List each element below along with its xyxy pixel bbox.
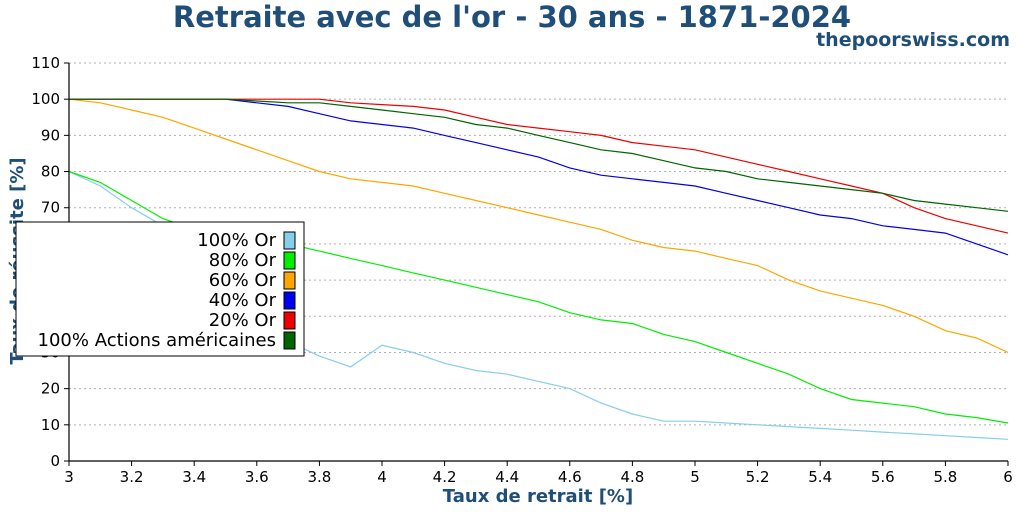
- y-tick-label: 110: [31, 54, 60, 72]
- y-tick-label: 80: [41, 163, 60, 181]
- legend-label: 20% Or: [209, 310, 277, 331]
- x-axis-title: Taux de retrait [%]: [443, 486, 633, 507]
- y-tick-label: 90: [41, 126, 60, 144]
- x-tick-label: 4.8: [620, 468, 644, 486]
- legend-label: 60% Or: [209, 270, 277, 291]
- x-tick-label: 4.4: [495, 468, 519, 486]
- x-tick-label: 3: [64, 468, 74, 486]
- x-tick-label: 5.2: [746, 468, 770, 486]
- chart-title: Retraite avec de l'or - 30 ans - 1871-20…: [172, 0, 852, 34]
- y-tick-label: 100: [31, 90, 60, 108]
- legend-swatch: [283, 311, 296, 330]
- x-tick-label: 5: [690, 468, 700, 486]
- x-tick-label: 6: [1003, 468, 1013, 486]
- legend-label: 80% Or: [209, 250, 277, 271]
- x-tick-label: 3.2: [120, 468, 144, 486]
- legend-swatch: [283, 291, 296, 310]
- x-tick-label: 3.8: [307, 468, 331, 486]
- legend-swatch: [283, 331, 296, 350]
- series-line-2: [68, 98, 1009, 354]
- x-tick-label: 4.6: [558, 468, 582, 486]
- x-tick-label: 4: [377, 468, 387, 486]
- x-axis-ticks: 3 3.2 3.4 3.6 3.8 4 4.2 4.4 4.6 4.8 5 5.2 5.4 5.6 5.8 6: [64, 461, 1013, 486]
- legend-swatch: [283, 251, 296, 270]
- series-line-5: [69, 98, 1009, 212]
- x-tick-label: 4.2: [433, 468, 457, 486]
- legend-label: 100% Actions américaines: [38, 330, 276, 351]
- legend-swatch: [283, 231, 296, 250]
- legend-label: 100% Or: [197, 230, 276, 251]
- legend-label: 40% Or: [209, 290, 277, 311]
- y-tick-label: 70: [41, 199, 60, 217]
- x-tick-label: 3.6: [245, 468, 269, 486]
- y-tick-label: 10: [41, 416, 60, 434]
- x-tick-label: 5.6: [871, 468, 895, 486]
- x-tick-label: 3.4: [182, 468, 206, 486]
- site-watermark: thepoorswiss.com: [816, 29, 1010, 51]
- x-tick-label: 5.8: [933, 468, 957, 486]
- legend-swatch: [283, 271, 296, 290]
- legend-box: [15, 221, 305, 357]
- y-tick-label: 0: [50, 452, 60, 470]
- series-line-4: [69, 98, 1009, 234]
- y-tick-label: 20: [41, 380, 60, 398]
- x-tick-label: 5.4: [808, 468, 832, 486]
